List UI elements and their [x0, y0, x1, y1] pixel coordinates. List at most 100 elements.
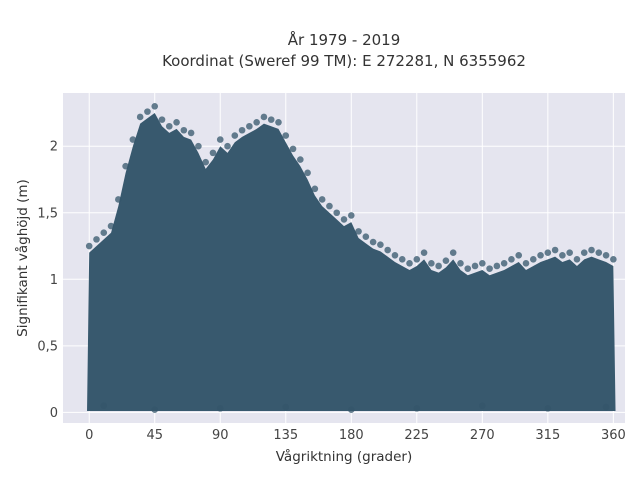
y-tick-label: 2: [50, 140, 58, 155]
data-point: [209, 149, 217, 157]
data-point: [151, 406, 159, 413]
data-point: [100, 402, 108, 410]
data-point: [136, 113, 144, 121]
data-point: [559, 252, 566, 259]
data-point: [369, 238, 377, 246]
data-point: [479, 260, 486, 267]
data-point: [602, 252, 610, 259]
data-point: [464, 265, 472, 272]
data-point: [144, 108, 151, 115]
data-point: [377, 241, 384, 248]
data-point: [355, 228, 362, 235]
data-point: [500, 260, 508, 267]
data-point: [508, 256, 515, 263]
data-point: [391, 252, 399, 259]
data-point: [304, 169, 311, 177]
data-point: [544, 249, 552, 256]
data-point: [471, 262, 479, 270]
y-axis-ticks: 0 0,5 1 1,5 2: [37, 140, 58, 421]
data-point: [340, 216, 348, 223]
data-point: [165, 122, 173, 130]
data-point: [158, 116, 166, 123]
data-point: [202, 158, 209, 166]
data-point: [442, 257, 450, 264]
data-point: [588, 246, 595, 254]
y-tick-label: 0: [50, 406, 58, 421]
data-point: [413, 405, 421, 412]
data-point: [435, 262, 442, 270]
data-point: [515, 252, 523, 259]
data-point: [195, 142, 202, 150]
x-axis-ticks: 0 45 90 135 180 225 270 315 360: [85, 428, 626, 443]
data-point: [187, 129, 195, 137]
data-point: [100, 229, 108, 237]
data-point: [260, 113, 268, 121]
y-tick-label: 1,5: [37, 206, 58, 221]
x-axis-label: Vågriktning (grader): [276, 448, 413, 465]
data-point: [85, 242, 93, 250]
x-tick-label: 270: [470, 428, 495, 443]
data-point: [347, 406, 355, 413]
data-point: [282, 132, 290, 139]
data-point: [180, 126, 188, 134]
data-point: [246, 122, 253, 130]
x-tick-label: 180: [339, 428, 364, 443]
data-point: [479, 402, 486, 410]
data-point: [326, 202, 333, 210]
y-tick-label: 0,5: [37, 339, 58, 354]
y-axis-label: Signifikant våghöjd (m): [14, 179, 31, 337]
data-point: [406, 260, 413, 267]
data-point: [311, 185, 319, 193]
data-point: [602, 403, 610, 411]
x-tick-label: 135: [273, 428, 298, 443]
data-point: [297, 156, 304, 163]
data-point: [449, 249, 457, 256]
data-point: [289, 145, 297, 153]
data-point: [333, 209, 341, 217]
data-point: [486, 265, 493, 272]
data-point: [107, 222, 115, 230]
data-point: [282, 403, 290, 411]
point-cloud: [87, 112, 616, 412]
data-point: [115, 196, 122, 203]
data-point: [216, 136, 224, 143]
data-point: [275, 118, 282, 126]
data-point: [231, 132, 239, 139]
data-point: [580, 249, 588, 256]
data-point: [318, 196, 326, 203]
data-point: [551, 246, 559, 254]
data-point: [413, 256, 421, 263]
x-tick-label: 45: [146, 428, 163, 443]
x-tick-label: 90: [212, 428, 229, 443]
data-point: [493, 262, 501, 270]
data-point: [544, 405, 552, 412]
data-point: [216, 405, 224, 412]
data-point: [267, 116, 275, 123]
data-point: [420, 249, 428, 256]
data-point: [428, 260, 435, 267]
chart-title: År 1979 - 2019: [288, 30, 401, 49]
data-point: [122, 162, 129, 170]
data-point: [537, 252, 544, 259]
data-point: [398, 256, 406, 263]
data-point: [384, 246, 391, 254]
data-point: [93, 236, 100, 243]
data-point: [457, 260, 464, 267]
x-tick-label: 225: [404, 428, 429, 443]
data-point: [522, 260, 530, 267]
data-point: [151, 103, 159, 110]
chart-subtitle: Koordinat (Sweref 99 TM): E 272281, N 63…: [162, 52, 526, 70]
data-points: [85, 103, 617, 413]
data-point: [595, 249, 603, 256]
data-point: [566, 249, 573, 256]
x-tick-label: 360: [601, 428, 626, 443]
data-point: [224, 142, 231, 150]
data-point: [347, 212, 355, 219]
data-point: [529, 256, 537, 263]
data-point: [253, 118, 260, 126]
y-tick-label: 1: [50, 273, 58, 288]
data-point: [129, 136, 137, 143]
x-tick-label: 0: [85, 428, 93, 443]
data-point: [610, 256, 617, 263]
